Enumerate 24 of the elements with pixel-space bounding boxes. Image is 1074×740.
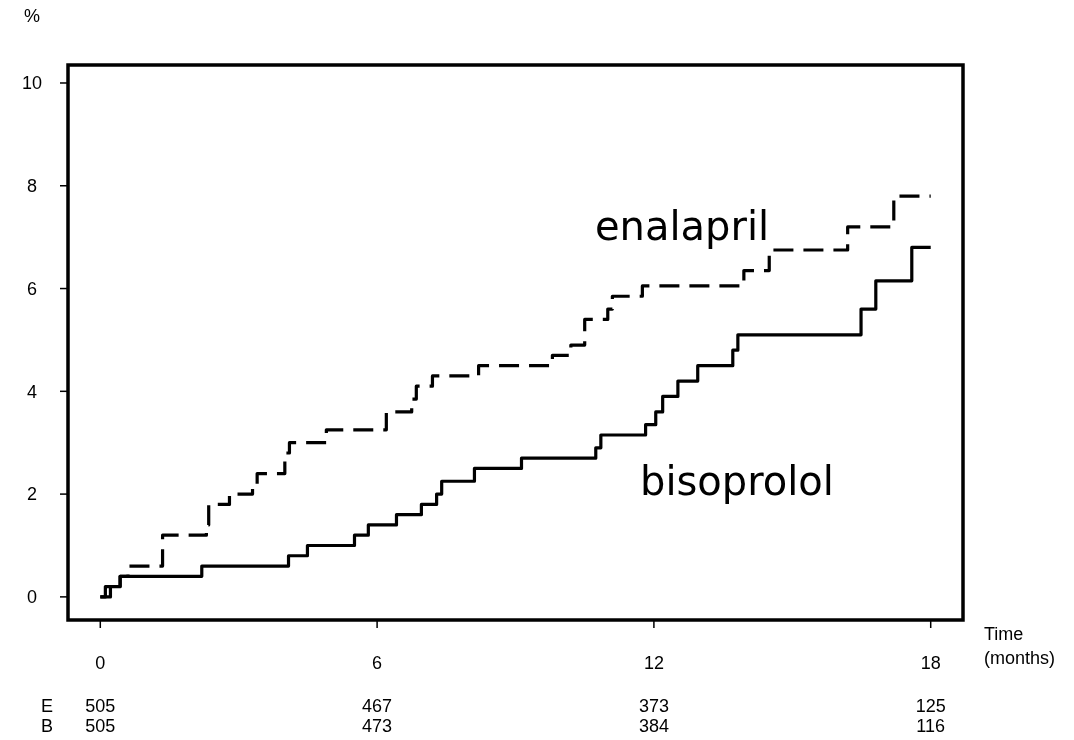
text: 373 bbox=[638, 696, 669, 717]
text: 467 bbox=[362, 696, 393, 717]
text: E bbox=[40, 696, 54, 717]
y-tick-label: 0 bbox=[26, 587, 38, 608]
text: 473 bbox=[362, 716, 393, 737]
y-tick-label: 2 bbox=[26, 484, 38, 505]
text: 116 bbox=[916, 716, 946, 737]
x-tick-label: 0 bbox=[95, 653, 106, 674]
series-label: enalapril bbox=[595, 203, 770, 249]
text: B bbox=[40, 716, 54, 737]
text: 505 bbox=[85, 716, 116, 737]
y-tick-label: 8 bbox=[26, 176, 38, 197]
text: 384 bbox=[638, 716, 669, 737]
y-tick-label: 4 bbox=[26, 381, 38, 402]
series-label: bisoprolol bbox=[640, 458, 834, 504]
x-tick-label: 12 bbox=[643, 653, 664, 674]
text: 505 bbox=[85, 696, 116, 717]
text: 125 bbox=[915, 696, 946, 717]
x-tick-label: 18 bbox=[920, 653, 941, 674]
x-axis-title: Time (months) bbox=[984, 624, 1056, 668]
y-tick-label: 10 bbox=[21, 73, 43, 94]
y-tick-label: 6 bbox=[26, 278, 38, 299]
x-tick-label: 6 bbox=[372, 653, 383, 674]
y-axis-title: % bbox=[23, 6, 41, 26]
